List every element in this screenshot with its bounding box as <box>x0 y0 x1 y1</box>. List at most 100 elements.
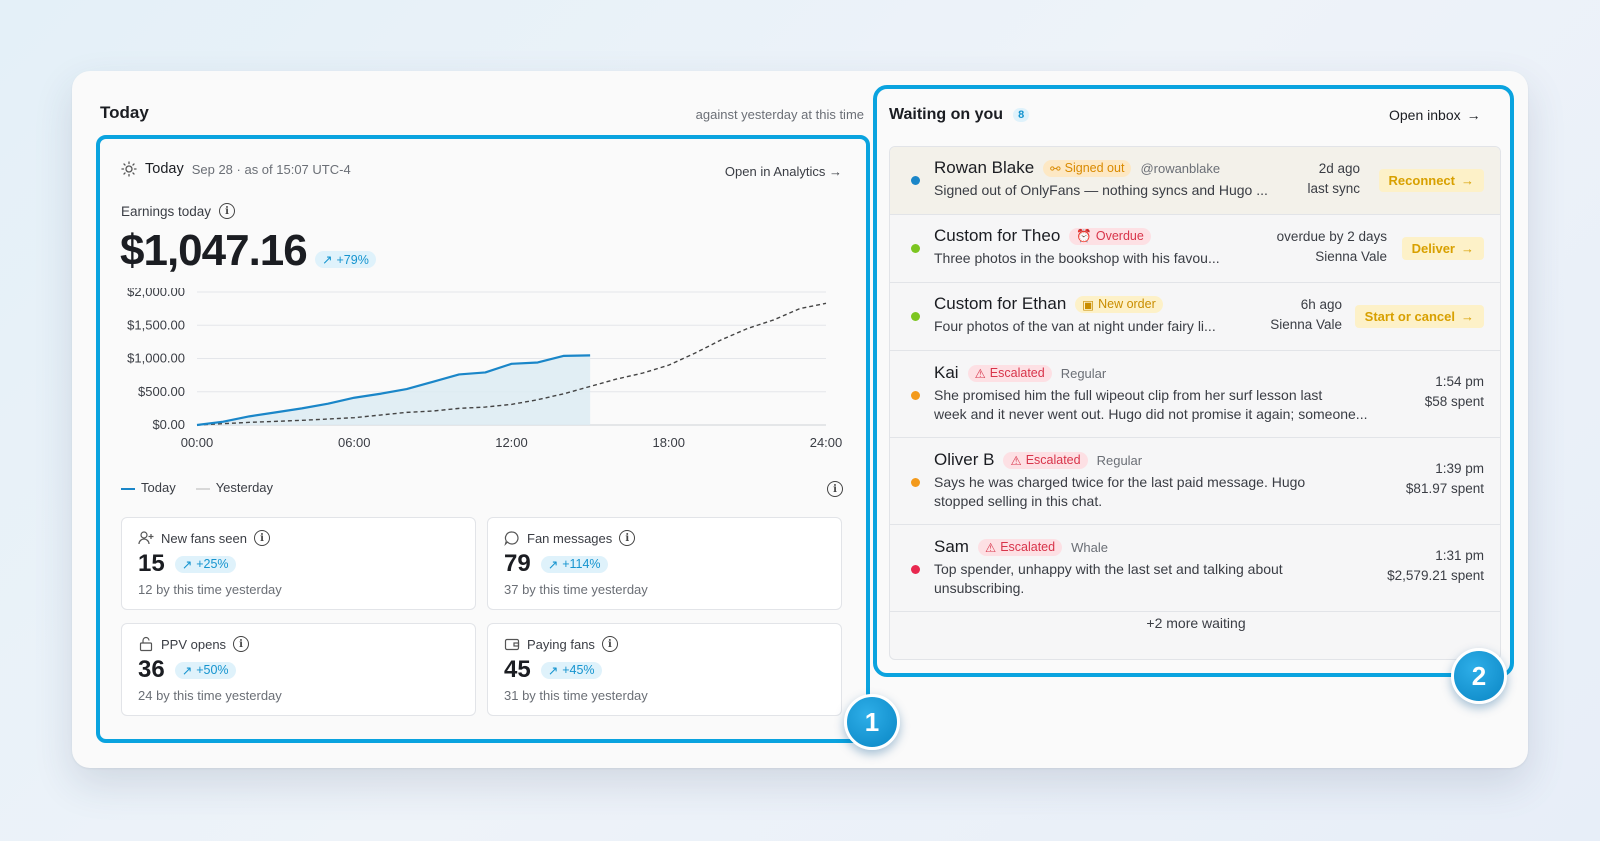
x-tick-label: 00:00 <box>181 435 214 450</box>
today-date: Sep 28 · as of 15:07 UTC-4 <box>191 161 351 177</box>
callout-frame-1 <box>96 135 870 743</box>
stat-value: 15 <box>138 550 165 577</box>
arrow-right-icon: → <box>1466 107 1481 123</box>
info-icon[interactable]: i <box>601 636 618 652</box>
y-tick-label: $1,000.00 <box>127 351 185 366</box>
earnings-label: Earnings today <box>121 203 212 219</box>
item-right-col: 1:39 pm $81.97 spent <box>1406 459 1484 499</box>
info-icon[interactable]: i <box>619 530 636 546</box>
item-title-row: Sam ⚠ Escalated Whale <box>934 537 1108 557</box>
y-tick-label: $0.00 <box>152 417 185 432</box>
unlock-icon <box>139 636 153 652</box>
waiting-count-badge: 8 <box>1013 108 1030 122</box>
status-badge-label: New order <box>1098 297 1156 311</box>
action-label: Start or cancel <box>1364 309 1455 324</box>
list-item[interactable]: Sam ⚠ Escalated Whale Top spender, unhapp… <box>890 525 1500 612</box>
item-message: Top spender, unhappy with the last set a… <box>934 560 1283 598</box>
stat-change-badge: ↗ +114% <box>540 555 608 573</box>
info-icon[interactable]: i <box>254 530 270 546</box>
item-meta: Whale <box>1071 539 1108 555</box>
info-icon[interactable]: i <box>219 203 236 219</box>
item-meta: Regular <box>1096 452 1143 468</box>
status-dot <box>911 478 920 487</box>
arrow-right-icon: → <box>1461 309 1474 324</box>
stat-paying-fans: Paying fans i 45 ↗ +45% 31 by this time ye… <box>487 623 842 716</box>
arrow-right-icon: → <box>1461 241 1474 256</box>
list-item[interactable]: Rowan Blake ⚯ Signed out @rowanblake Sign… <box>890 147 1500 215</box>
more-waiting-link[interactable]: +2 more waiting <box>1146 615 1246 631</box>
item-time: 1:39 pm <box>1435 461 1484 476</box>
stat-label: Paying fans <box>527 636 595 652</box>
chart-info-icon[interactable]: i <box>827 481 843 497</box>
list-item[interactable]: Custom for Ethan ▣ New order Four photos … <box>890 283 1500 351</box>
earnings-change-badge: ↗ +79% <box>315 251 376 268</box>
item-name: Kai <box>934 363 959 382</box>
y-tick-label: $1,500.00 <box>127 317 185 332</box>
item-right-col: 1:31 pm $2,579.21 spent <box>1387 546 1484 586</box>
stat-sub: 31 by this time yesterday <box>504 688 648 703</box>
item-meta: Regular <box>1060 365 1107 381</box>
item-name: Custom for Theo <box>934 226 1061 245</box>
item-message-line: unsubscribing. <box>934 580 1025 596</box>
stat-change-badge: ↗ +25% <box>174 555 236 573</box>
stat-new-fans: New fans seen i 15 ↗ +25% 12 by this time … <box>121 517 476 610</box>
item-title-row: Kai ⚠ Escalated Regular <box>934 363 1106 383</box>
item-spent: $2,579.21 spent <box>1387 568 1484 583</box>
item-time: overdue by 2 days <box>1276 229 1387 244</box>
item-right-col: 1:54 pm $58 spent <box>1425 372 1484 412</box>
earnings-chart: $2,000.00 $1,500.00 $1,000.00 $500.00 $0.00 0… <box>127 288 842 450</box>
stat-value: 36 <box>138 656 165 683</box>
item-time: 1:31 pm <box>1435 548 1484 563</box>
item-time: 2d ago <box>1318 161 1360 176</box>
list-item[interactable]: Oliver B ⚠ Escalated Regular Says he was … <box>890 438 1500 525</box>
stat-label: New fans seen <box>161 530 247 546</box>
list-item[interactable]: Kai ⚠ Escalated Regular She promised him … <box>890 351 1500 438</box>
trend-up-icon: ↗ <box>181 663 193 678</box>
stat-sub: 37 by this time yesterday <box>504 582 648 597</box>
stat-sub: 12 by this time yesterday <box>138 582 282 597</box>
status-dot <box>911 391 920 400</box>
status-dot <box>911 312 920 321</box>
y-tick-label: $2,000.00 <box>127 288 185 299</box>
x-tick-label: 18:00 <box>652 435 685 450</box>
stat-change: +114% <box>562 557 601 571</box>
stat-label: Fan messages <box>527 530 613 546</box>
arrow-right-icon: → <box>1461 173 1474 188</box>
today-section-title: Today <box>100 103 149 122</box>
package-icon: ▣ <box>1082 297 1095 312</box>
warning-icon: ⚠ <box>974 366 986 381</box>
item-name: Oliver B <box>934 450 995 469</box>
chart-legend: Today Yesterday <box>121 480 273 495</box>
list-item[interactable]: Custom for Theo ⏰ Overdue Three photos in… <box>890 215 1500 283</box>
action-label: Reconnect <box>1388 173 1455 188</box>
today-header: Today Sep 28 · as of 15:07 UTC-4 <box>121 161 351 177</box>
arrow-right-icon: → <box>829 164 842 179</box>
item-message-line: Says he was charged twice for the last p… <box>934 474 1306 490</box>
open-inbox-link[interactable]: Open inbox → <box>1389 107 1481 123</box>
yesterday-line <box>196 302 827 426</box>
user-plus-icon <box>138 531 154 545</box>
item-spent: $81.97 spent <box>1405 481 1484 496</box>
legend-today: Today <box>121 480 176 495</box>
earnings-label-row: Earnings today i <box>121 203 236 219</box>
item-name: Rowan Blake <box>934 158 1035 177</box>
item-title-row: Rowan Blake ⚯ Signed out @rowanblake <box>934 158 1220 178</box>
status-badge: ▣ New order <box>1075 295 1163 313</box>
reconnect-button[interactable]: Reconnect → <box>1378 169 1484 192</box>
item-right-col: 2d ago last sync <box>1307 159 1360 199</box>
info-icon[interactable]: i <box>233 636 250 652</box>
stat-fan-messages: Fan messages i 79 ↗ +114% 37 by this time … <box>487 517 842 610</box>
start-or-cancel-button[interactable]: Start or cancel → <box>1354 305 1484 328</box>
wallet-icon <box>504 638 520 651</box>
item-message-line: Top spender, unhappy with the last set a… <box>934 561 1283 577</box>
earnings-change: +79% <box>336 252 369 267</box>
item-title-row: Custom for Theo ⏰ Overdue <box>934 226 1151 246</box>
item-right-col: overdue by 2 days Sienna Vale <box>1277 227 1387 267</box>
status-badge-label: Escalated <box>1025 453 1081 467</box>
item-message: She promised him the full wipeout clip f… <box>934 386 1367 424</box>
item-meta: @rowanblake <box>1140 160 1221 176</box>
deliver-button[interactable]: Deliver → <box>1401 237 1484 260</box>
item-message-line: She promised him the full wipeout clip f… <box>934 387 1323 403</box>
open-analytics-link[interactable]: Open in Analytics → <box>725 164 842 179</box>
warning-icon: ⚠ <box>984 540 997 555</box>
